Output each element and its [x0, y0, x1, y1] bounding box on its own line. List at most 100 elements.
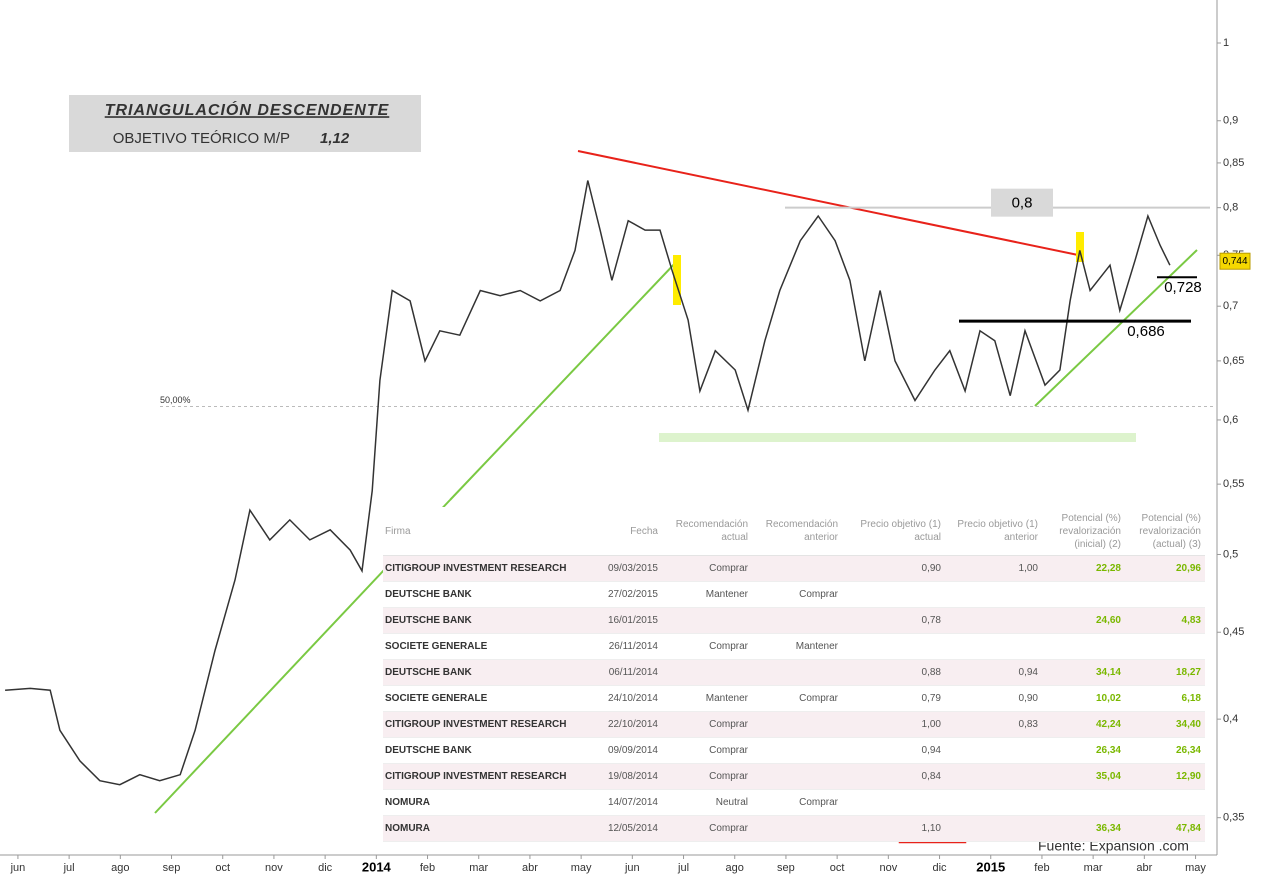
highlight [673, 255, 681, 305]
table-cell [842, 581, 945, 608]
table-cell: NOMURA [383, 789, 598, 816]
table-cell [945, 581, 1042, 608]
table-cell [752, 711, 842, 738]
table-cell: 19/08/2014 [598, 763, 662, 790]
x-tick-label: jun [624, 862, 640, 874]
column-header: Potencial (%) revalorización (actual) (3… [1125, 507, 1205, 556]
table-cell: Neutral [662, 789, 752, 816]
table-cell: CITIGROUP INVESTMENT RESEARCH [383, 711, 598, 738]
support-band [659, 433, 1136, 442]
table-cell: Comprar [662, 555, 752, 582]
table-cell: 6,18 [1125, 685, 1205, 712]
table-cell: Comprar [752, 789, 842, 816]
table-cell: 0,79 [842, 685, 945, 712]
x-tick-label: dic [318, 862, 333, 874]
table-cell [842, 633, 945, 660]
table-cell: DEUTSCHE BANK [383, 659, 598, 686]
table-cell: 22/10/2014 [598, 711, 662, 738]
x-tick-label: feb [1034, 862, 1049, 874]
trend-line [1034, 249, 1198, 407]
table-cell: Mantener [662, 581, 752, 608]
table-cell [752, 737, 842, 764]
table-cell: 26,34 [1042, 737, 1125, 764]
table-row: DEUTSCHE BANK 16/01/2015 0,78 24,60 4,83 [383, 607, 1205, 634]
x-tick-label: oct [830, 862, 845, 874]
table-cell [842, 789, 945, 816]
table-cell: 0,83 [945, 711, 1042, 738]
table-cell [1042, 789, 1125, 816]
table-cell: SOCIETE GENERALE [383, 633, 598, 660]
y-tick-label: 1 [1223, 37, 1229, 49]
table-cell: Comprar [662, 711, 752, 738]
table-cell: 26/11/2014 [598, 633, 662, 660]
table-cell: 0,94 [842, 737, 945, 764]
table-cell: 1,10 [842, 815, 945, 842]
table-cell: 0,84 [842, 763, 945, 790]
y-tick-label: 0,45 [1223, 626, 1244, 638]
table-cell: 09/09/2014 [598, 737, 662, 764]
level-label: 0,686 [1127, 323, 1165, 340]
table-cell: CITIGROUP INVESTMENT RESEARCH [383, 555, 598, 582]
table-cell: 36,34 [1042, 815, 1125, 842]
table-row: SOCIETE GENERALE 26/11/2014 Comprar Mantene… [383, 633, 1205, 660]
table-cell: Comprar [662, 633, 752, 660]
table-cell: 0,90 [842, 555, 945, 582]
table-cell: 18,27 [1125, 659, 1205, 686]
x-tick-label: abr [522, 862, 538, 874]
y-tick-label: 0,8 [1223, 202, 1238, 214]
table-cell: 10,02 [1042, 685, 1125, 712]
x-tick-label: feb [420, 862, 435, 874]
highlight [1076, 232, 1084, 262]
table-cell: 24,60 [1042, 607, 1125, 634]
x-tick-label: sep [163, 862, 181, 874]
table-cell: Comprar [662, 815, 752, 842]
title: TRIANGULACIÓN DESCENDENTE [105, 100, 390, 119]
table-cell [662, 607, 752, 634]
column-header: Precio objetivo (1) actual [842, 507, 945, 556]
table-cell: 12,90 [1125, 763, 1205, 790]
x-tick-label: abr [1136, 862, 1152, 874]
x-tick-label: jun [10, 862, 26, 874]
y-tick-label: 0,5 [1223, 548, 1238, 560]
fib-label: 50,00% [160, 395, 191, 405]
table-cell: 1,00 [842, 711, 945, 738]
subtitle: OBJETIVO TEÓRICO M/P [113, 130, 290, 147]
table-cell: 4,83 [1125, 607, 1205, 634]
table-cell: Mantener [662, 685, 752, 712]
y-tick-label: 0,35 [1223, 812, 1244, 824]
table-cell: 09/03/2015 [598, 555, 662, 582]
table-cell [752, 815, 842, 842]
table-cell [1125, 789, 1205, 816]
table-row: NOMURA 14/07/2014 Neutral Comprar [383, 789, 1205, 816]
x-tick-label: dic [933, 862, 948, 874]
table-cell: DEUTSCHE BANK [383, 607, 598, 634]
x-tick-label: ago [726, 862, 744, 874]
table-cell [752, 763, 842, 790]
column-header: Firma [383, 507, 598, 556]
table-cell [945, 737, 1042, 764]
table-cell: 20,96 [1125, 555, 1205, 582]
price-line [5, 180, 1171, 786]
y-tick-label: 0,55 [1223, 478, 1244, 490]
x-tick-label: 2015 [976, 859, 1005, 874]
x-tick-label: 2014 [362, 859, 392, 874]
x-tick-label: mar [1084, 862, 1103, 874]
x-tick-label: jul [677, 862, 689, 874]
table-cell [752, 607, 842, 634]
table-cell: DEUTSCHE BANK [383, 737, 598, 764]
table-cell [945, 789, 1042, 816]
table-cell: Mantener [752, 633, 842, 660]
table-cell: 34,40 [1125, 711, 1205, 738]
table-cell: 34,14 [1042, 659, 1125, 686]
price-tag [1219, 252, 1251, 270]
x-tick-label: nov [879, 862, 897, 874]
table-cell: NOMURA [383, 815, 598, 842]
table-cell: 1,00 [945, 555, 1042, 582]
table-cell: 12/05/2014 [598, 815, 662, 842]
table-cell: 47,84 [1125, 815, 1205, 842]
level-label: 0,728 [1164, 279, 1202, 296]
table-header: Firma Fecha Recomendación actual Recomendac… [383, 507, 1205, 556]
y-tick-label: 0,9 [1223, 115, 1238, 127]
